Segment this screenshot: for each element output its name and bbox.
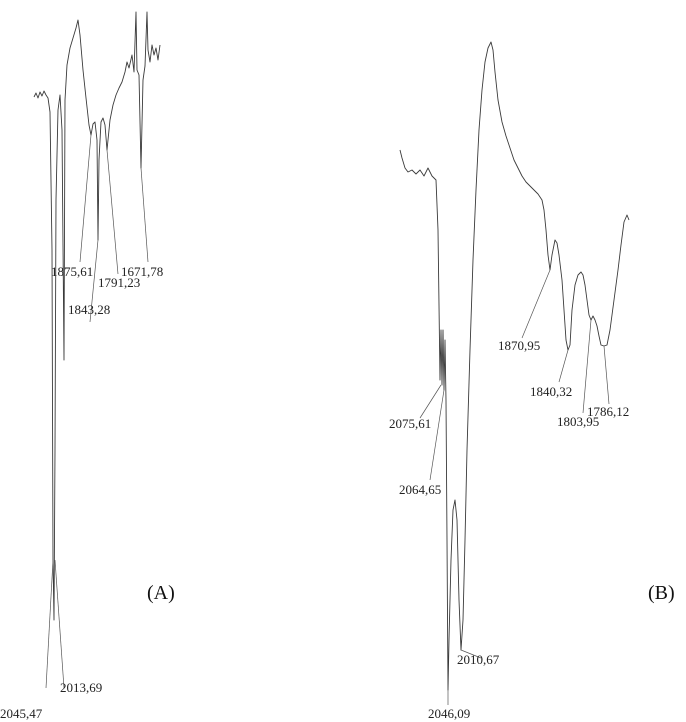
peak-label-a-1875: 1875,61 [51,264,93,279]
peak-label-b-1840: 1840,32 [530,384,572,399]
spectrum-b-leaders [419,269,610,705]
panel-a: 1875,61 1671,78 1791,23 1843,28 2013,69 … [0,11,175,721]
peak-label-b-2075: 2075,61 [389,416,431,431]
peak-label-b-2010: 2010,67 [457,652,500,667]
panel-label-b: (B) [648,582,675,604]
peak-label-b-1786: 1786,12 [587,404,629,419]
peak-label-b-2064: 2064,65 [399,482,441,497]
panel-b: 1870,95 1840,32 1786,12 1803,95 2075,61 … [389,41,675,721]
peak-label-b-1803: 1803,95 [557,414,599,429]
panel-label-a: (A) [147,582,175,604]
peak-label-b-2046: 2046,09 [428,706,470,721]
spectrum-a-leaders [45,134,149,689]
peak-label-b-1870: 1870,95 [498,338,540,353]
peak-label-a-2045: 2045,47 [0,706,43,721]
peak-label-a-1843: 1843,28 [68,302,110,317]
peak-label-a-2013: 2013,69 [60,680,102,695]
peak-label-a-1791: 1791,23 [98,275,140,290]
peak-label-a-1671: 1671,78 [121,264,163,279]
spectrum-b-trace [399,41,630,691]
spectrum-a-trace [33,11,161,621]
